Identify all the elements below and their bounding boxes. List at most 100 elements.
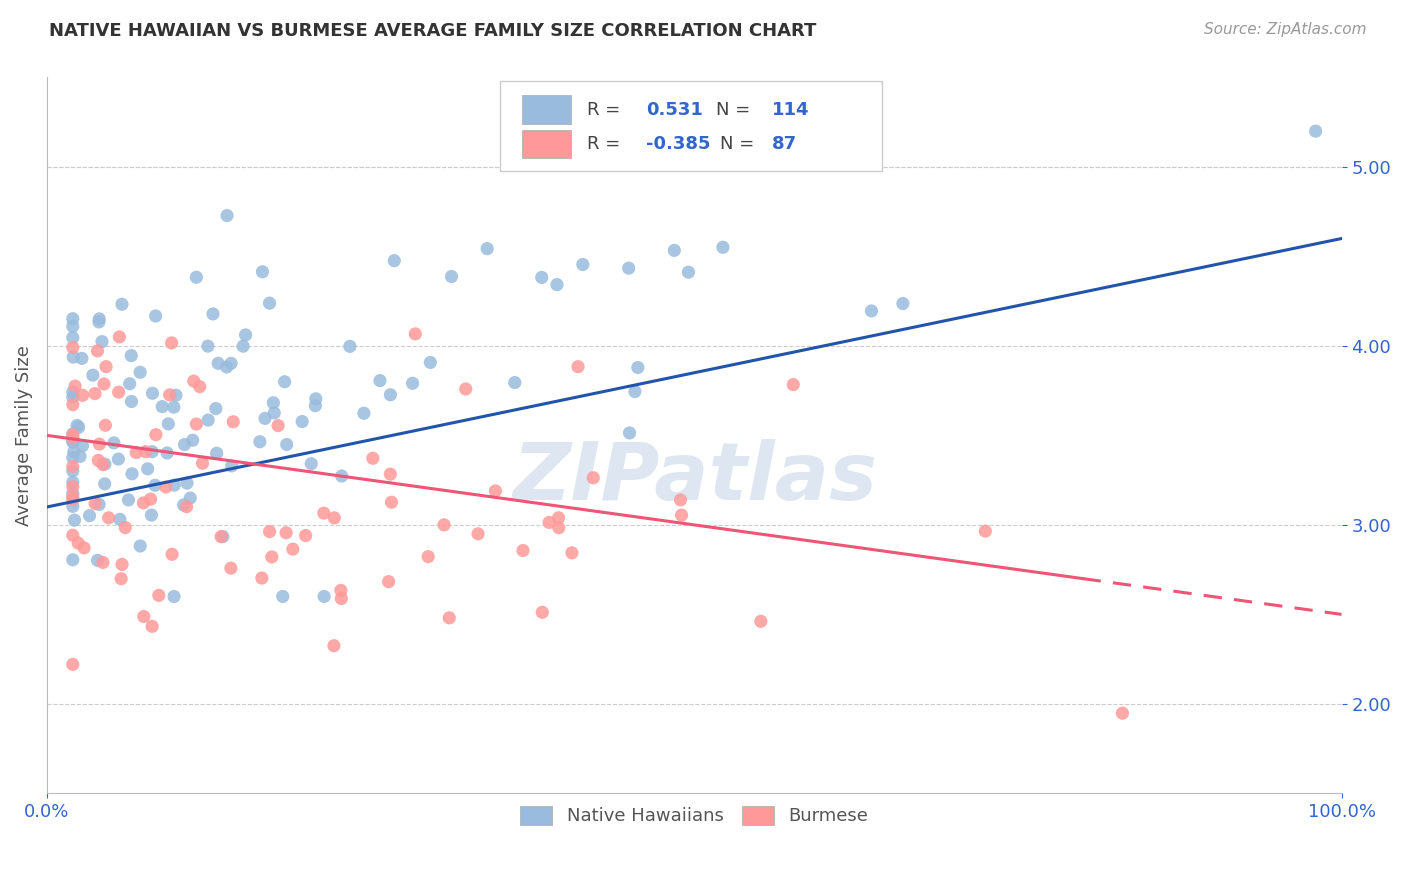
Point (108, 512, 131, 526)
Point (145, 309, 167, 323)
Point (291, 415, 314, 429)
Point (538, 516, 561, 530)
Point (129, 365, 152, 379)
Point (215, 359, 238, 374)
Point (380, 495, 402, 509)
Point (304, 399, 326, 413)
Legend: Native Hawaiians, Burmese: Native Hawaiians, Burmese (510, 797, 877, 834)
Point (62, 657, 84, 672)
Text: R =: R = (586, 135, 626, 153)
Point (439, 611, 461, 625)
Point (62, 435, 84, 450)
Point (62, 330, 84, 344)
Point (87, 498, 110, 512)
Point (160, 335, 183, 350)
Point (62, 341, 84, 355)
Text: ZIPatlas: ZIPatlas (512, 440, 877, 517)
Point (160, 547, 183, 561)
Point (117, 492, 139, 507)
Point (111, 297, 134, 311)
Point (121, 467, 143, 481)
Text: N =: N = (720, 135, 761, 153)
Point (63, 444, 86, 458)
Point (62, 553, 84, 567)
Point (62, 490, 84, 504)
Point (72, 388, 94, 402)
Point (205, 446, 228, 460)
Point (62, 480, 84, 494)
Point (97, 511, 120, 525)
Point (67, 420, 90, 434)
Point (503, 376, 526, 390)
Point (91, 334, 114, 349)
Point (62, 459, 84, 474)
Point (63, 379, 86, 393)
Point (512, 543, 534, 558)
Point (69, 450, 91, 464)
Point (118, 376, 141, 391)
Point (368, 374, 391, 388)
Point (209, 530, 232, 544)
Point (267, 418, 290, 433)
Point (84, 386, 107, 401)
Point (156, 446, 179, 460)
Point (664, 244, 686, 258)
Point (163, 478, 186, 492)
Point (1305, 124, 1327, 138)
Point (141, 444, 163, 458)
Point (62, 311, 84, 326)
Point (72, 439, 94, 453)
Point (89, 311, 111, 326)
Point (312, 506, 335, 520)
Point (627, 360, 650, 375)
Point (361, 451, 384, 466)
Point (125, 445, 148, 459)
Point (276, 437, 298, 451)
Point (323, 639, 346, 653)
Point (281, 542, 304, 557)
Point (330, 591, 353, 606)
Point (382, 253, 405, 268)
Point (380, 388, 402, 402)
Point (86, 343, 108, 358)
Point (107, 452, 129, 467)
Point (418, 549, 440, 564)
Point (259, 524, 281, 539)
Point (380, 467, 402, 481)
Point (522, 152, 544, 166)
Point (259, 296, 281, 310)
Point (62, 464, 84, 478)
FancyBboxPatch shape (501, 81, 882, 170)
Point (197, 339, 219, 353)
Point (176, 500, 198, 514)
Point (188, 379, 211, 393)
Point (294, 528, 316, 542)
Point (87, 315, 110, 329)
Point (62, 475, 84, 490)
Point (305, 392, 328, 406)
Point (155, 480, 177, 494)
Point (67, 536, 90, 550)
Point (70, 351, 93, 366)
Point (454, 382, 477, 396)
Point (93, 476, 115, 491)
Point (136, 462, 159, 476)
Point (91, 458, 114, 472)
Point (62, 492, 84, 507)
Point (215, 209, 238, 223)
Point (163, 590, 186, 604)
Point (141, 619, 163, 633)
Point (62, 398, 84, 412)
Point (567, 359, 589, 374)
Point (173, 437, 195, 451)
Point (107, 385, 129, 400)
Point (433, 517, 456, 532)
Point (262, 395, 284, 409)
Point (271, 590, 294, 604)
Point (891, 296, 914, 310)
Text: 0.531: 0.531 (647, 101, 703, 119)
Text: R =: R = (586, 101, 626, 119)
Point (323, 511, 346, 525)
Point (62, 486, 84, 500)
Point (624, 384, 647, 399)
